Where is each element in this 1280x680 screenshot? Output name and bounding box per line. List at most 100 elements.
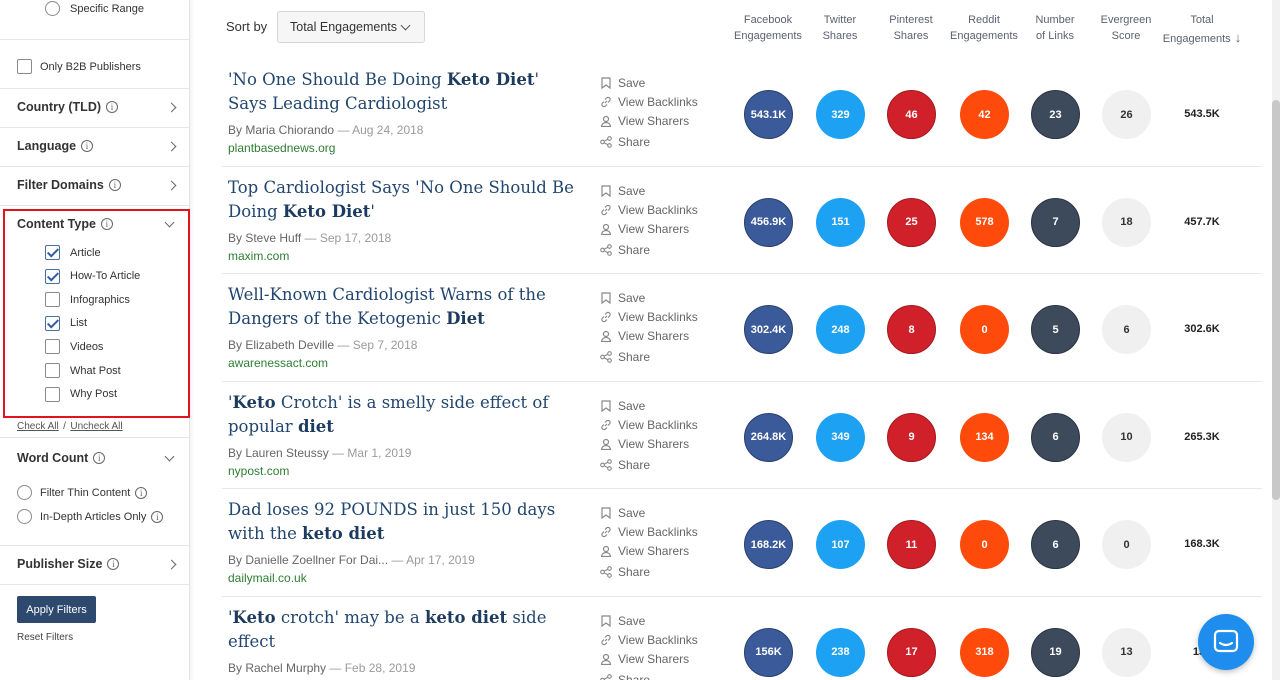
article-domain[interactable]: maxim.com [228,248,290,263]
info-icon[interactable]: i [106,101,119,113]
save-action[interactable]: Save [600,291,645,305]
pinterest-count-bubble[interactable]: 25 [887,197,936,247]
reddit-count-bubble[interactable]: 0 [960,520,1009,569]
apply-filters-button[interactable]: Apply Filters [17,596,96,623]
links-count-bubble[interactable]: 7 [1031,197,1080,247]
article-title[interactable]: 'Keto crotch' may be a keto diet side ef… [228,606,578,654]
view-sharers-action[interactable]: View Sharers [600,652,689,666]
filter-thin-option[interactable]: Filter Thin Content i [17,485,148,500]
pinterest-count-bubble[interactable]: 8 [887,305,936,354]
twitter-count-bubble[interactable]: 349 [816,412,865,462]
content-type-option[interactable]: Article [45,245,101,260]
column-header[interactable]: Pinterest Shares [866,12,956,44]
chat-button[interactable] [1198,614,1254,670]
article-title[interactable]: Dad loses 92 POUNDS in just 150 days wit… [228,498,578,546]
share-action[interactable]: Share [600,135,650,149]
reddit-count-bubble[interactable]: 42 [960,90,1009,139]
section-publisher-size[interactable]: Publisher Size i [17,557,177,571]
reddit-count-bubble[interactable]: 318 [960,627,1009,677]
twitter-count-bubble[interactable]: 107 [816,520,865,569]
facebook-count-bubble[interactable]: 264.8K [744,412,793,462]
evergreen-count-bubble[interactable]: 13 [1102,627,1151,677]
filter-thin-radio[interactable] [17,485,32,500]
uncheck-all-link[interactable]: Uncheck All [70,421,123,432]
share-action[interactable]: Share [600,458,650,472]
facebook-count-bubble[interactable]: 168.2K [744,520,793,569]
pinterest-count-bubble[interactable]: 46 [887,90,936,139]
evergreen-count-bubble[interactable]: 26 [1102,90,1151,139]
content-type-option[interactable]: List [45,315,87,331]
in-depth-option[interactable]: In-Depth Articles Only i [17,509,164,524]
article-title[interactable]: 'No One Should Be Doing Keto Diet' Says … [228,68,578,116]
evergreen-count-bubble[interactable]: 6 [1102,305,1151,354]
facebook-count-bubble[interactable]: 543.1K [744,90,793,139]
reddit-count-bubble[interactable]: 578 [960,197,1009,247]
reset-filters-link[interactable]: Reset Filters [17,632,74,643]
content-type-option[interactable]: Why Post [45,386,117,402]
pinterest-count-bubble[interactable]: 17 [887,627,936,677]
save-action[interactable]: Save [600,76,645,90]
twitter-count-bubble[interactable]: 238 [816,627,865,677]
view-backlinks-action[interactable]: View Backlinks [600,525,698,539]
article-domain[interactable]: dailymail.co.uk [228,571,307,585]
column-header[interactable]: Facebook Engagements [723,12,813,44]
share-action[interactable]: Share [600,243,650,257]
section-word-count[interactable]: Word Count i [17,451,175,465]
info-icon[interactable]: i [93,452,106,464]
info-icon[interactable]: i [135,486,148,499]
share-action[interactable]: Share [600,565,650,579]
save-action[interactable]: Save [600,614,645,628]
column-header[interactable]: Total Engagements ↓ [1157,12,1247,47]
scrollbar[interactable] [1272,0,1280,680]
reddit-count-bubble[interactable]: 0 [960,305,1009,354]
facebook-count-bubble[interactable]: 156K [744,627,793,677]
info-icon[interactable]: i [108,179,121,191]
pinterest-count-bubble[interactable]: 9 [887,412,936,462]
section-filter-domains[interactable]: Filter Domains i [17,178,177,192]
column-header[interactable]: Twitter Shares [795,12,885,44]
info-icon[interactable]: i [151,510,164,523]
content-type-option[interactable]: Videos [45,339,103,355]
twitter-count-bubble[interactable]: 151 [816,197,865,247]
article-domain[interactable]: nypost.com [228,463,290,478]
content-type-checkbox[interactable] [45,363,60,378]
specific-range-radio[interactable] [45,1,60,16]
content-type-checkbox[interactable] [45,292,60,308]
article-title[interactable]: Top Cardiologist Says 'No One Should Be … [228,176,578,224]
view-sharers-action[interactable]: View Sharers [600,437,689,451]
pinterest-count-bubble[interactable]: 11 [887,520,936,569]
content-type-checkbox[interactable] [45,315,60,331]
b2b-checkbox[interactable] [17,59,32,74]
column-header[interactable]: Number of Links [1010,12,1100,44]
view-sharers-action[interactable]: View Sharers [600,114,689,128]
evergreen-count-bubble[interactable]: 0 [1102,520,1151,569]
section-country[interactable]: Country (TLD) i [17,100,177,114]
view-sharers-action[interactable]: View Sharers [600,544,689,558]
info-icon[interactable]: i [107,558,120,570]
twitter-count-bubble[interactable]: 248 [816,305,865,354]
article-title[interactable]: Well-Known Cardiologist Warns of the Dan… [228,283,578,331]
scrollbar-thumb[interactable] [1272,100,1280,500]
save-action[interactable]: Save [600,184,645,198]
content-type-option[interactable]: How-To Article [45,268,140,284]
view-sharers-action[interactable]: View Sharers [600,329,689,343]
links-count-bubble[interactable]: 6 [1031,520,1080,569]
content-type-checkbox[interactable] [45,386,60,402]
column-header[interactable]: Reddit Engagements [939,12,1029,44]
in-depth-radio[interactable] [17,509,32,524]
evergreen-count-bubble[interactable]: 10 [1102,412,1151,462]
view-backlinks-action[interactable]: View Backlinks [600,310,698,324]
links-count-bubble[interactable]: 6 [1031,412,1080,462]
specific-range-option[interactable]: Specific Range [45,1,144,16]
article-title[interactable]: 'Keto Crotch' is a smelly side effect of… [228,391,578,439]
content-type-option[interactable]: What Post [45,363,121,378]
content-type-checkbox[interactable] [45,268,60,284]
facebook-count-bubble[interactable]: 302.4K [744,305,793,354]
info-icon[interactable]: i [81,140,94,152]
article-domain[interactable]: plantbasednews.org [228,141,336,155]
column-header[interactable]: Evergreen Score [1081,12,1171,44]
b2b-option[interactable]: Only B2B Publishers [17,59,141,74]
view-backlinks-action[interactable]: View Backlinks [600,203,698,217]
reddit-count-bubble[interactable]: 134 [960,412,1009,462]
links-count-bubble[interactable]: 5 [1031,305,1080,354]
